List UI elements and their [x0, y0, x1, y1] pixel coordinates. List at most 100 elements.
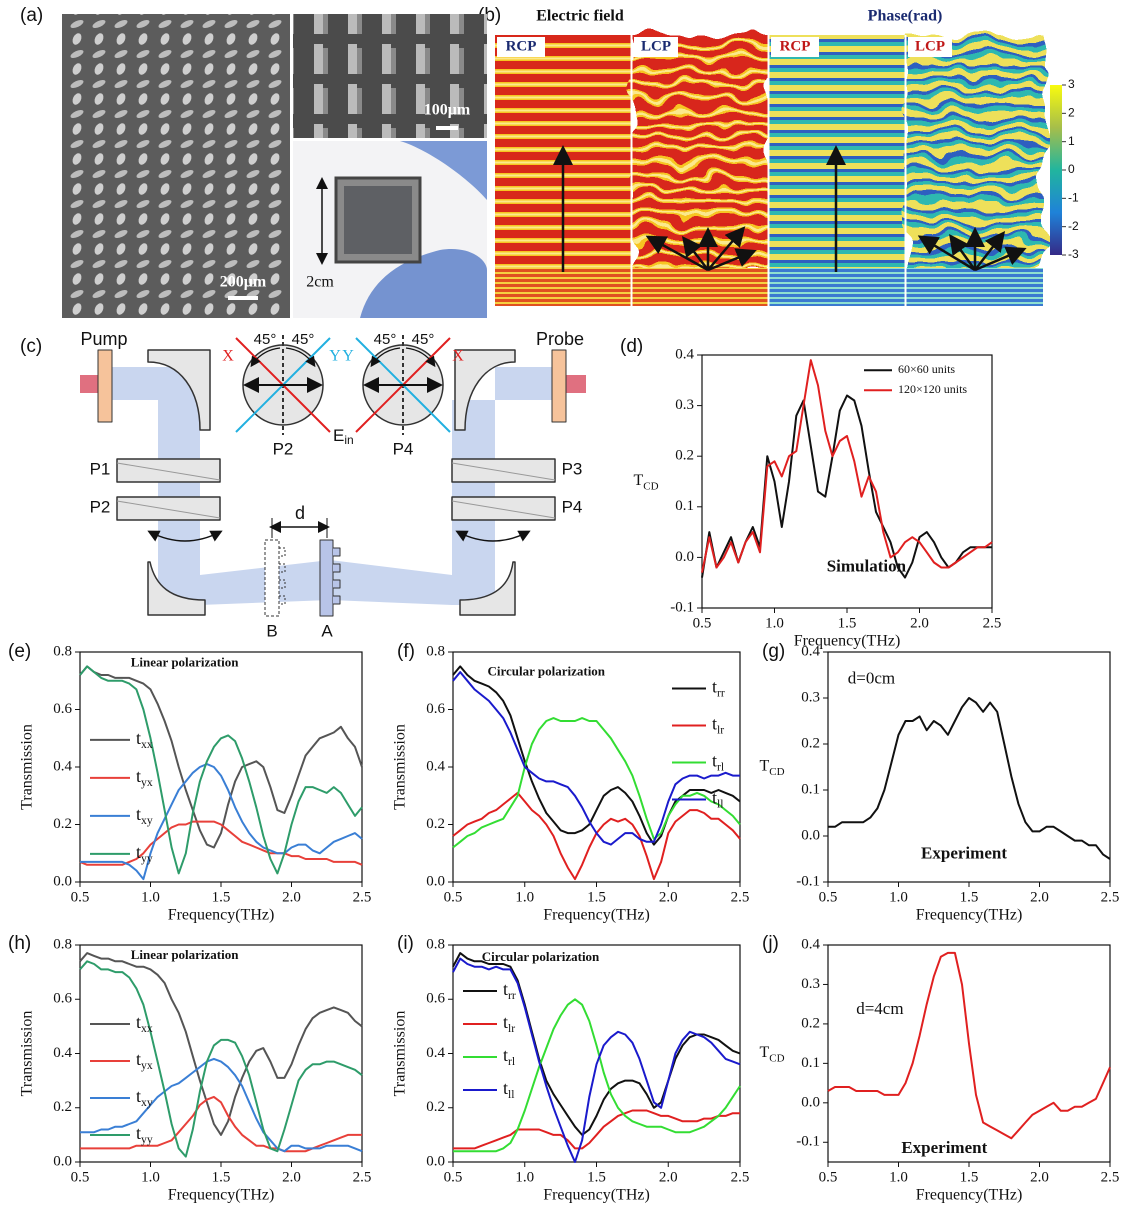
y-tick-label: 0.3: [801, 689, 820, 705]
y-tick-label: -0.1: [796, 873, 820, 889]
series-line: [701, 359, 993, 573]
x-tick-label: 1.0: [515, 1169, 534, 1185]
map-label: LCP: [641, 38, 671, 54]
label: P4: [562, 497, 583, 516]
series-line: [452, 717, 741, 849]
series-line: [80, 763, 363, 881]
panel-label: (g): [762, 641, 785, 662]
legend-label: trr: [712, 677, 725, 700]
legend-subscript: rl: [508, 1055, 516, 1068]
y-tick-label: 0.0: [426, 873, 445, 889]
y-tick-label: 0.6: [426, 991, 445, 1007]
x-tick-label: 0.5: [444, 889, 463, 905]
y-tick-label: 0.2: [801, 1015, 820, 1031]
x-axis-label: Frequency(THz): [543, 907, 650, 924]
y-tick-label: 0.2: [801, 735, 820, 751]
series-line: [453, 998, 741, 1153]
sample-photo: [344, 186, 412, 254]
x-axis-label: Frequency(THz): [168, 1187, 275, 1204]
colorbar-label: -2: [1068, 219, 1079, 233]
y-tick-label: 0.1: [801, 1055, 820, 1071]
legend-label: tlr: [503, 1012, 515, 1035]
sem-image: [293, 14, 487, 138]
y-axis-label: TCD: [759, 758, 784, 778]
legend-subscript: rl: [717, 760, 725, 773]
x-tick-label: 2.0: [1030, 1169, 1049, 1185]
y-tick-label: 0.0: [801, 1094, 820, 1110]
label: B: [266, 621, 277, 640]
x-tick-label: 2.5: [731, 1169, 750, 1185]
glove: [400, 141, 487, 200]
x-tick-label: 1.0: [765, 615, 784, 631]
x-tick-label: 1.0: [889, 1169, 908, 1185]
annotation: Linear polarization: [131, 947, 240, 962]
angle-label: 45°: [374, 331, 397, 348]
y-tick-label: 0.4: [53, 758, 72, 774]
colorbar-label: -3: [1068, 247, 1079, 261]
series-line: [453, 1109, 740, 1150]
legend-subscript: lr: [508, 1022, 515, 1035]
legend-label: tyy: [136, 1123, 153, 1146]
label-box: [908, 37, 952, 57]
y-tick-label: 0.2: [53, 1099, 72, 1115]
chart: 0.5 1.0 1.5 2.0 2.5 0.0 0.2 0.4 0.6 0.8 Frequency(…: [392, 643, 750, 923]
angle-label: 45°: [412, 331, 435, 348]
label-box: [497, 37, 545, 57]
legend-subscript: ll: [717, 797, 724, 810]
y-tick-label: 0.4: [675, 346, 694, 362]
legend-subscript: yy: [141, 1133, 153, 1146]
y-tick-label: -0.1: [670, 599, 694, 615]
legend-label: tlr: [712, 714, 724, 737]
y-tick-label: 0.6: [426, 701, 445, 717]
panel-label: (d): [620, 336, 643, 357]
legend-label: trr: [503, 979, 516, 1002]
y-tick-label: 0.1: [675, 498, 694, 514]
x-tick-label: 2.5: [1101, 1169, 1120, 1185]
x-axis-label: Frequency(THz): [916, 1187, 1023, 1204]
x-tick-label: 1.0: [141, 1169, 160, 1185]
annotation: d=0cm: [848, 669, 895, 688]
y-axis-label: TCD: [759, 1044, 784, 1064]
plot-frame: [827, 651, 1111, 883]
annotation: d=4cm: [856, 999, 903, 1018]
x-tick-label: 1.0: [141, 889, 160, 905]
plot-frame: [827, 944, 1111, 1163]
y-axis-label: TCD: [633, 472, 658, 492]
legend-subscript: xy: [141, 1096, 153, 1109]
chart: 0.5 1.0 1.5 2.0 2.5 0.0 0.2 0.4 0.6 0.8 Frequency(…: [392, 936, 750, 1203]
y-tick-label: 0.0: [53, 1153, 72, 1169]
legend-label: tyx: [136, 1049, 153, 1072]
dimension-label: 2cm: [306, 274, 334, 291]
arrows: [553, 145, 1027, 272]
sem-image: [62, 14, 290, 318]
glove: [360, 249, 487, 318]
x-tick-label: 1.5: [960, 1169, 979, 1185]
legend-subscript: rr: [717, 686, 725, 699]
y-tick-label: 0.2: [426, 1099, 445, 1115]
legend-label: txy: [136, 1086, 153, 1109]
x-tick-label: 2.5: [1101, 889, 1120, 905]
legend-label: txy: [136, 804, 153, 827]
pump-filter: [97, 349, 113, 423]
x-tick-label: 2.5: [353, 1169, 372, 1185]
y-tick-label: 0.8: [426, 936, 445, 952]
series-line: [79, 960, 363, 1158]
x-tick-label: 1.5: [960, 889, 979, 905]
field-map: [632, 35, 768, 270]
legend-subscript: xy: [141, 814, 153, 827]
legend-subscript: yx: [141, 1059, 153, 1072]
y-axis-subscript: CD: [769, 766, 784, 778]
label-box: [771, 37, 819, 57]
y-tick-label: 0.0: [801, 827, 820, 843]
panel-a: 2cm 200μm 100μm: [62, 14, 487, 318]
legend-label: tyx: [136, 766, 153, 789]
x-tick-label: 2.5: [353, 889, 372, 905]
x-tick-label: 1.5: [212, 889, 231, 905]
annotation: Circular polarization: [487, 664, 605, 679]
x-tick-label: 0.5: [819, 889, 838, 905]
x-tick-label: 2.0: [282, 1169, 301, 1185]
colorbar-label: 2: [1068, 106, 1075, 120]
annotation: Simulation: [827, 556, 907, 575]
x-tick-label: 0.5: [693, 615, 712, 631]
